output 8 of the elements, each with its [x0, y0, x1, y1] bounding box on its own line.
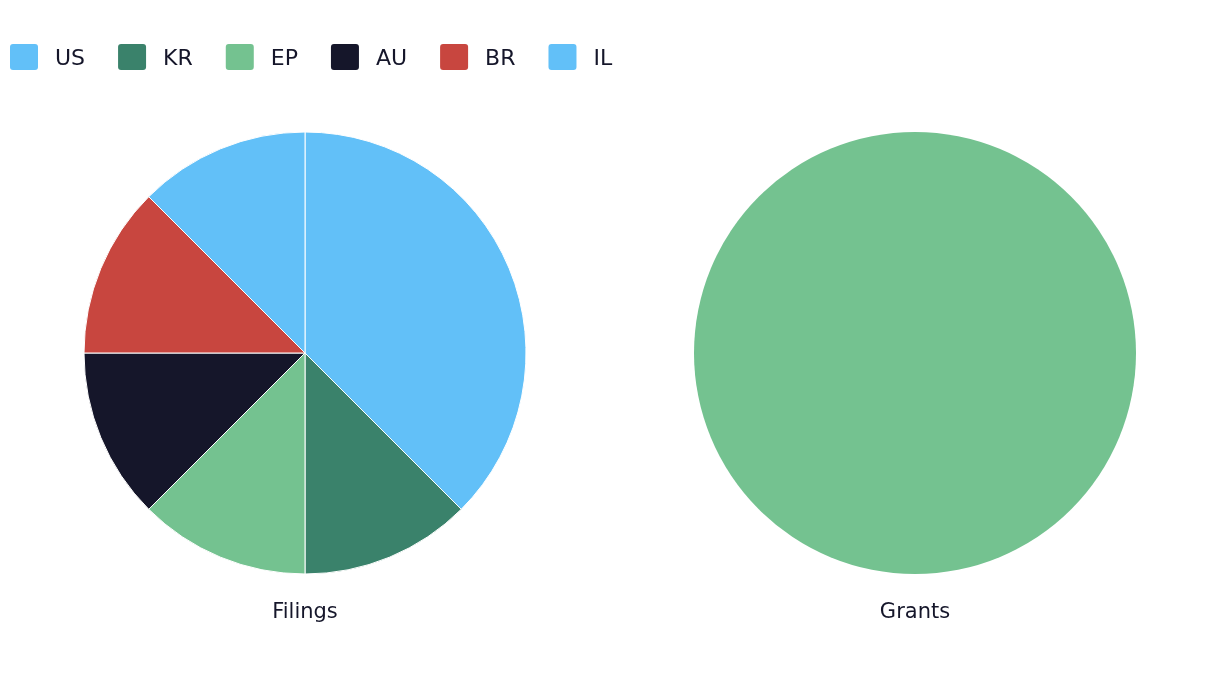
legend-label: AU: [375, 45, 408, 70]
legend-label: IL: [593, 45, 613, 70]
legend-label: KR: [163, 45, 193, 70]
legend-label: EP: [270, 45, 298, 70]
legend-label: US: [55, 45, 86, 70]
text: Grants: [879, 599, 951, 623]
legend-label: BR: [485, 45, 516, 70]
text: Filings: [272, 599, 338, 623]
